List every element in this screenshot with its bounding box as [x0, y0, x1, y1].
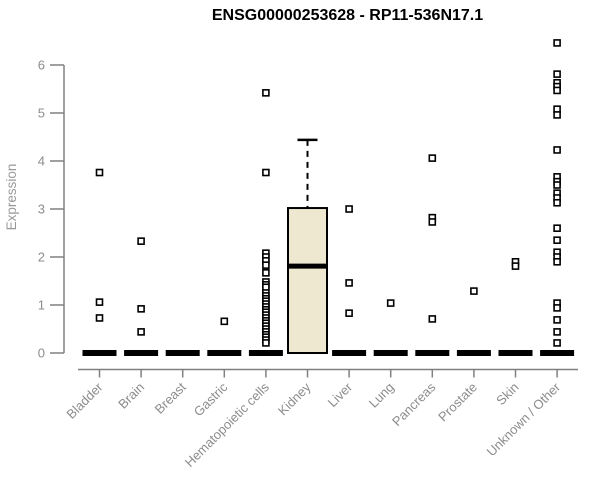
x-category-label: Prostate	[435, 380, 480, 425]
outlier-point	[553, 111, 561, 119]
outlier-point	[137, 328, 145, 336]
outlier-point	[262, 89, 270, 97]
outlier-point	[137, 305, 145, 313]
outlier-point	[386, 299, 395, 307]
outlier-point	[553, 304, 561, 312]
zero-expression-bar	[207, 350, 242, 356]
zero-expression-bar	[248, 350, 283, 356]
y-tick-label: 5	[38, 106, 45, 121]
y-tick-label: 6	[38, 58, 45, 73]
outlier-point	[553, 146, 561, 154]
outlier-point	[553, 328, 561, 336]
outlier-point	[470, 287, 478, 295]
outlier-point	[220, 317, 229, 326]
outlier-point	[95, 298, 104, 306]
x-category-label: Bladder	[63, 379, 106, 422]
outlier-point	[428, 315, 437, 323]
x-category-label: Pancreas	[389, 379, 439, 429]
x-category-label: Gastric	[191, 379, 231, 419]
outlier-point	[553, 257, 561, 266]
outlier-point	[553, 181, 561, 189]
outlier-point	[95, 314, 104, 322]
y-tick-label: 1	[38, 298, 45, 313]
x-category-label: Liver	[325, 379, 356, 410]
outlier-point	[262, 168, 270, 177]
y-axis-label: Expression	[4, 164, 19, 231]
zero-expression-bar	[332, 350, 367, 356]
x-category-label: Unknown / Other	[484, 379, 564, 459]
y-tick-label: 2	[38, 250, 45, 265]
outlier-point	[262, 339, 270, 347]
outlier-point	[428, 218, 437, 226]
outlier-point	[262, 261, 270, 269]
outlier-point	[95, 168, 104, 177]
zero-expression-bar	[540, 350, 575, 356]
zero-expression-bar	[415, 350, 450, 356]
zero-expression-bar	[124, 350, 159, 356]
outlier-point	[262, 269, 270, 277]
outlier-point	[553, 86, 561, 95]
zero-expression-bar	[498, 350, 533, 356]
outlier-point	[553, 236, 561, 244]
x-category-label: Brain	[115, 380, 147, 412]
outlier-point	[553, 70, 561, 78]
outlier-point	[511, 262, 520, 270]
zero-expression-bar	[165, 350, 200, 356]
y-tick-label: 4	[38, 154, 45, 169]
outlier-point	[553, 224, 561, 232]
outlier-point	[137, 237, 145, 245]
x-category-label: Kidney	[275, 379, 314, 418]
outlier-point	[345, 279, 353, 287]
outlier-point	[553, 39, 561, 47]
outlier-point	[553, 339, 561, 347]
zero-expression-bar	[82, 350, 117, 356]
x-category-label: Breast	[152, 379, 189, 416]
zero-expression-bar	[373, 350, 408, 356]
y-tick-label: 0	[38, 346, 45, 361]
x-category-label: Lung	[366, 380, 397, 411]
outlier-point	[553, 316, 561, 324]
outlier-point	[345, 205, 353, 213]
outlier-point	[345, 309, 353, 317]
outlier-point	[428, 154, 437, 162]
median-line	[288, 263, 327, 269]
box	[287, 207, 328, 354]
y-tick-label: 3	[38, 202, 45, 217]
zero-expression-bar	[456, 350, 491, 356]
x-category-label: Skin	[493, 380, 521, 408]
outlier-point	[553, 198, 561, 207]
chart-title: ENSG00000253628 - RP11-536N17.1	[211, 7, 484, 24]
